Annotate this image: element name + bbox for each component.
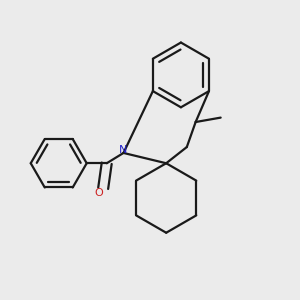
Text: N: N: [119, 145, 128, 155]
Text: O: O: [94, 188, 103, 198]
